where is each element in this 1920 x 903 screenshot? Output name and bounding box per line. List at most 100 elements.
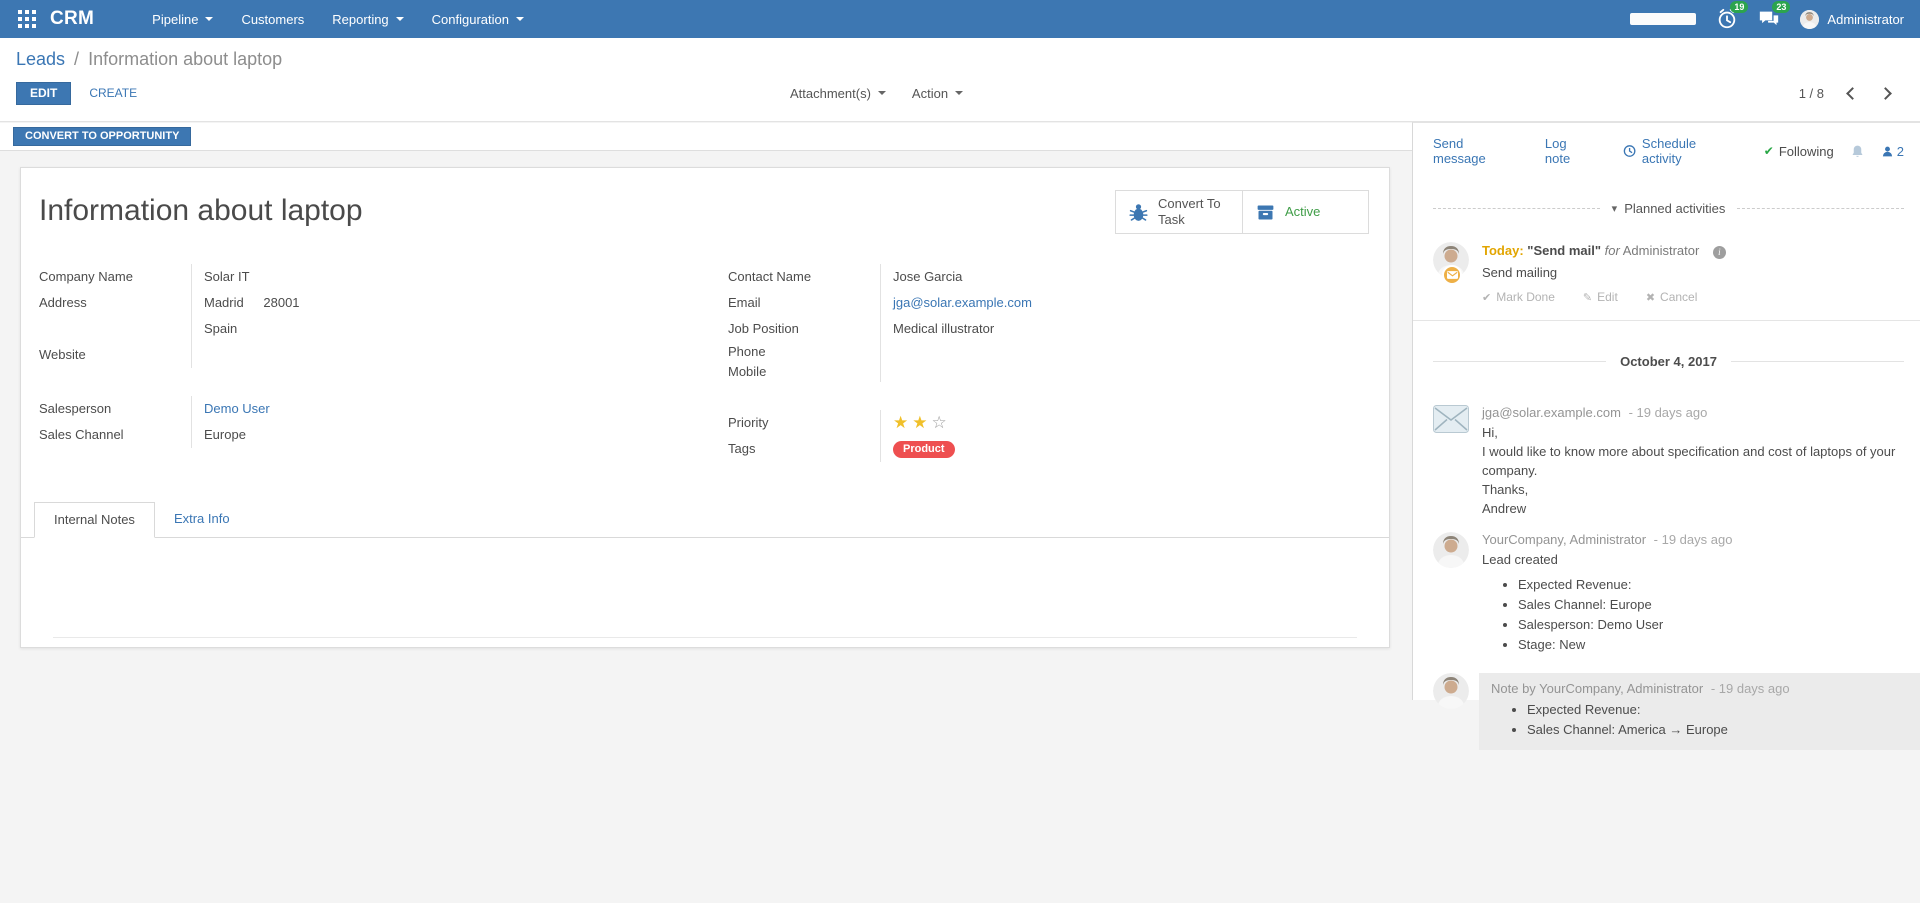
avatar: [1433, 673, 1469, 709]
caret-down-icon: [955, 91, 964, 95]
website-label: Website: [39, 347, 86, 362]
attachments-dropdown[interactable]: Attachment(s): [790, 86, 886, 101]
avatar: [1800, 9, 1820, 29]
apps-menu-icon[interactable]: [18, 10, 36, 28]
bullet-item: Salesperson: Demo User: [1518, 615, 1732, 635]
salesperson-value-link[interactable]: Demo User: [204, 401, 270, 416]
log-note-button[interactable]: Log note: [1544, 136, 1571, 166]
active-toggle-button[interactable]: Active: [1242, 191, 1368, 233]
contact-name-value: Jose Garcia: [893, 269, 963, 284]
address-zip: 28001: [263, 295, 300, 310]
breadcrumb-current: Information about laptop: [88, 49, 283, 69]
convert-to-opportunity-button[interactable]: CONVERT TO OPPORTUNITY: [13, 127, 192, 146]
envelope-icon: [1433, 405, 1469, 433]
activity-assignee: Administrator: [1622, 243, 1700, 258]
tab-extra-info[interactable]: Extra Info: [173, 511, 230, 526]
following-toggle[interactable]: ✔ Following: [1764, 144, 1834, 159]
star-icon[interactable]: ★: [893, 413, 913, 432]
planned-activities-toggle[interactable]: ▾ Planned activities: [1600, 201, 1738, 216]
record-pager: 1 / 8: [1798, 85, 1892, 101]
schedule-activity-button[interactable]: Schedule activity: [1623, 136, 1734, 166]
chevron-left-icon[interactable]: [1846, 86, 1859, 100]
bullet-item: Expected Revenue:: [1527, 700, 1908, 720]
chatter-panel: Send message Log note Schedule activity …: [1412, 122, 1920, 750]
follower-count: 2: [1896, 143, 1904, 159]
bullet-item: Expected Revenue:: [1518, 575, 1732, 595]
bell-icon: [1852, 145, 1863, 157]
breadcrumb-separator: /: [74, 49, 80, 69]
message-bullet-list: Expected Revenue: Sales Channel: Europe …: [1482, 575, 1732, 655]
avatar: [1433, 532, 1469, 568]
message-lead-created: YourCompany, Administrator - 19 days ago…: [1433, 532, 1904, 655]
pager-value[interactable]: 1 / 8: [1798, 85, 1824, 101]
bullet-item: Stage: New: [1518, 635, 1732, 655]
followers-button[interactable]: 2: [1881, 144, 1904, 159]
main-menu: Pipeline Customers Reporting Configurati…: [138, 0, 538, 38]
check-icon: ✔: [1482, 292, 1492, 304]
address-label: Address: [39, 295, 87, 310]
send-message-button[interactable]: Send message: [1433, 136, 1486, 166]
job-position-value: Medical illustrator: [893, 321, 995, 336]
collapse-caret-icon: ▾: [1611, 203, 1618, 215]
priority-stars: ★★☆: [893, 410, 1371, 436]
message-body: Hi, I would like to know more about spec…: [1482, 425, 1896, 516]
convert-to-task-button[interactable]: Convert To Task: [1116, 191, 1242, 233]
menu-reporting[interactable]: Reporting: [318, 0, 417, 38]
lead-form-sheet: Information about laptop Convert To Task: [20, 167, 1390, 648]
activity-due-date: Today:: [1482, 243, 1524, 258]
website-value: [204, 342, 682, 368]
mobile-value: [893, 362, 1371, 382]
field-column-left: Company Name Address Website Solar IT Ma…: [39, 264, 682, 462]
address-city: Madrid: [204, 295, 244, 310]
chevron-right-icon[interactable]: [1879, 86, 1892, 100]
form-area: Information about laptop Convert To Task: [0, 152, 1412, 903]
activities-button[interactable]: 19: [1716, 1, 1749, 30]
activity-progressbar[interactable]: [1630, 13, 1697, 25]
star-outline-icon[interactable]: ☆: [931, 413, 951, 432]
date-separator: October 4, 2017: [1433, 354, 1904, 369]
activity-avatar-wrap: [1433, 242, 1469, 285]
sheet-divider: [53, 637, 1357, 638]
mark-done-button[interactable]: ✔ Mark Done: [1482, 290, 1555, 304]
top-navbar: CRM Pipeline Customers Reporting Configu…: [0, 0, 1920, 38]
cancel-x-icon: ✖: [1645, 292, 1656, 304]
message-bullet-list: Expected Revenue: Sales Channel: America…: [1491, 700, 1908, 740]
user-menu[interactable]: Administrator: [1800, 9, 1904, 29]
control-panel-buttons-row: EDIT CREATE Attachment(s) Action 1 / 8: [16, 81, 1904, 105]
tags-label: Tags: [728, 441, 756, 456]
bug-icon: [1129, 203, 1148, 221]
message-author: jga@solar.example.com: [1482, 405, 1621, 420]
star-icon[interactable]: ★: [912, 413, 932, 432]
app-title[interactable]: CRM: [50, 8, 95, 29]
menu-customers[interactable]: Customers: [227, 0, 318, 38]
tag-product: Product: [893, 441, 955, 459]
chatter-topbar-right: ✔ Following 2: [1764, 144, 1904, 159]
notification-bell-button[interactable]: [1850, 144, 1865, 159]
message-count-badge: 23: [1772, 1, 1791, 13]
edit-activity-button[interactable]: ✎ Edit: [1582, 290, 1618, 304]
email-value-link[interactable]: jga@solar.example.com: [893, 295, 1032, 310]
caret-down-icon: [205, 17, 214, 21]
company-name-label: Company Name: [39, 269, 133, 284]
activity-count-badge: 19: [1730, 1, 1749, 13]
notebook-tabs: Internal Notes Extra Info: [21, 502, 1389, 538]
menu-pipeline[interactable]: Pipeline: [138, 0, 227, 38]
edit-button[interactable]: EDIT: [16, 81, 72, 105]
messages-button[interactable]: 23: [1758, 1, 1791, 30]
message-header: Note by YourCompany, Administrator - 19 …: [1491, 681, 1908, 696]
breadcrumb-leads-link[interactable]: Leads: [16, 49, 66, 69]
menu-configuration[interactable]: Configuration: [418, 0, 538, 38]
message-content: YourCompany, Administrator - 19 days ago…: [1482, 532, 1732, 655]
message-time: - 19 days ago: [1710, 681, 1790, 696]
cancel-activity-button[interactable]: ✖ Cancel: [1645, 290, 1698, 304]
create-button[interactable]: CREATE: [89, 86, 138, 100]
action-dropdowns: Attachment(s) Action: [790, 86, 964, 101]
caret-down-icon: [877, 91, 886, 95]
bullet-item: Sales Channel: Europe: [1518, 595, 1732, 615]
field-area: Company Name Address Website Solar IT Ma…: [39, 264, 1371, 462]
tab-internal-notes[interactable]: Internal Notes: [34, 502, 155, 538]
menu-reporting-label: Reporting: [332, 11, 389, 27]
info-icon[interactable]: i: [1712, 246, 1726, 259]
chat-bubbles-icon: [1760, 11, 1779, 26]
action-dropdown[interactable]: Action: [912, 86, 964, 101]
